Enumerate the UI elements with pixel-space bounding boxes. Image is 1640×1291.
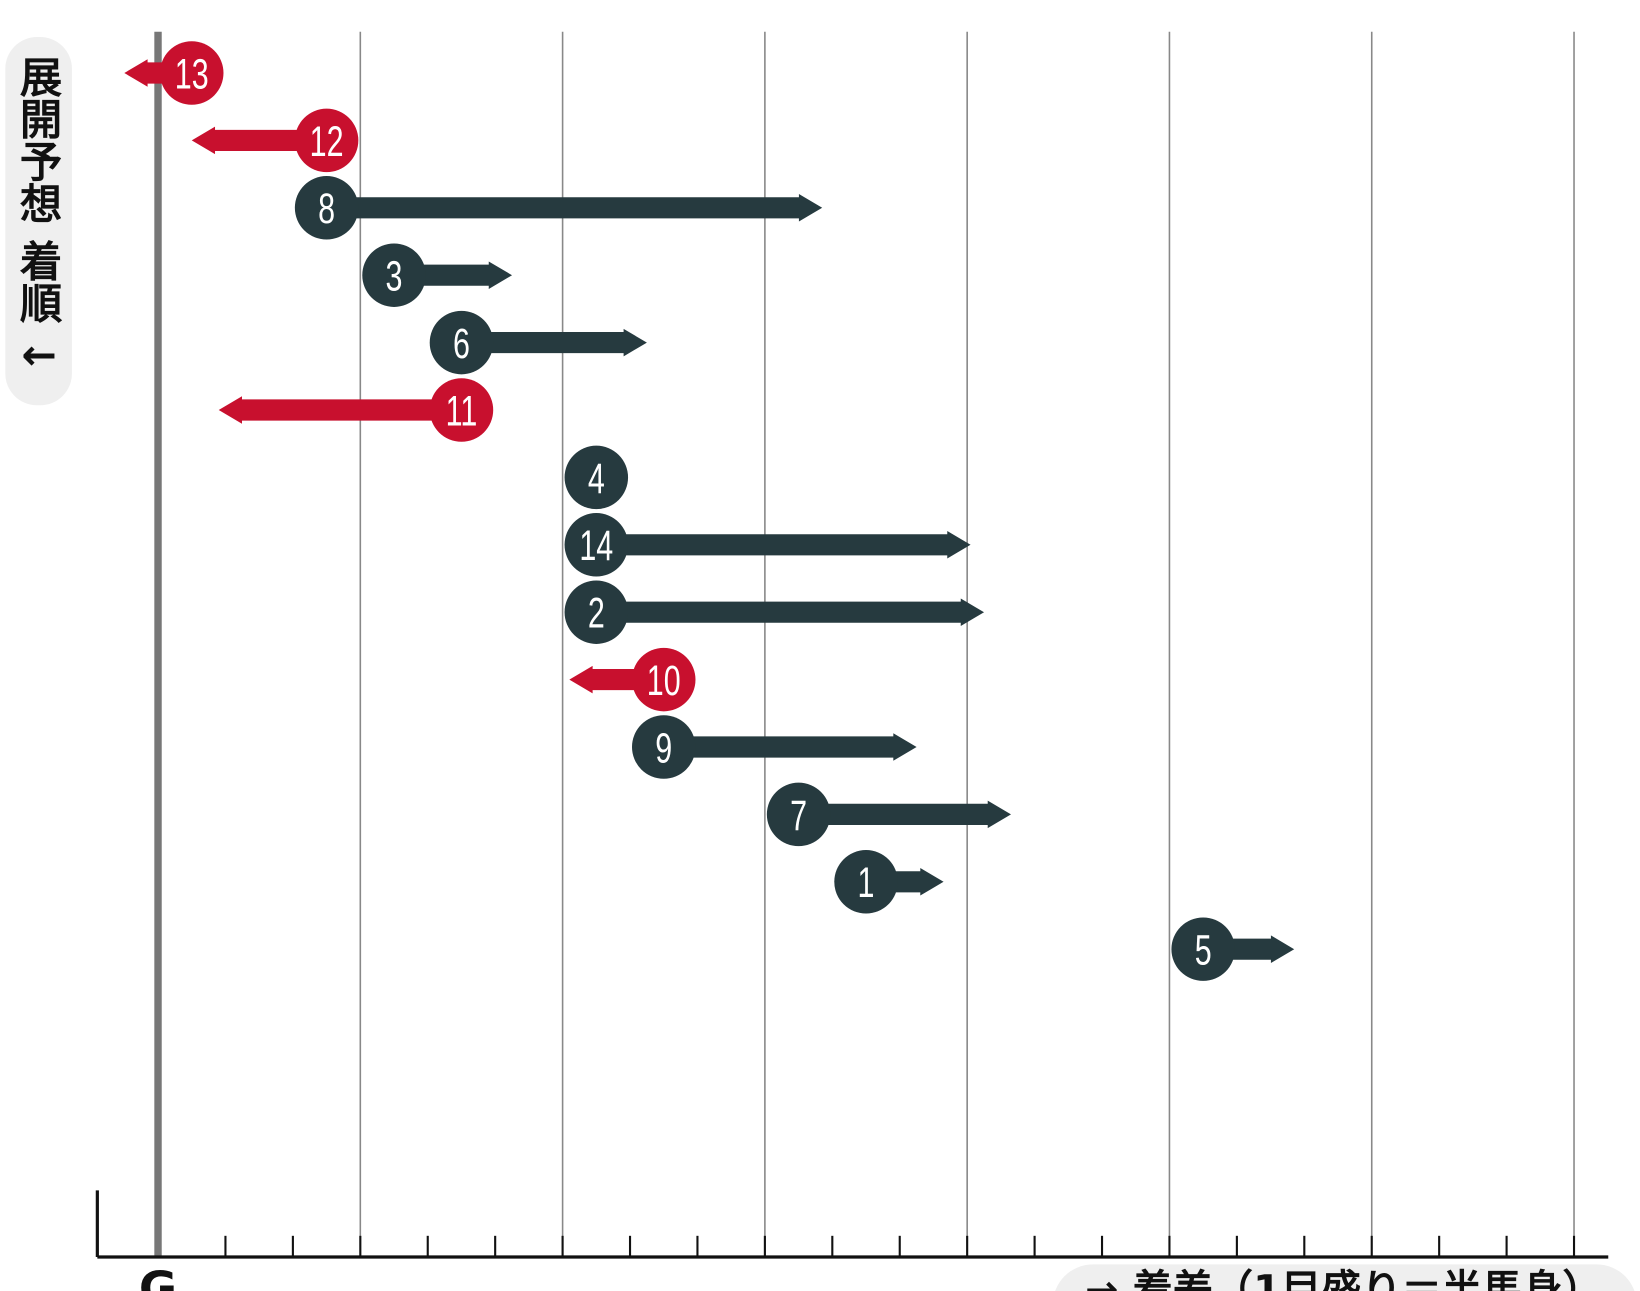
arrow: [218, 396, 462, 424]
origin-label: G: [139, 1262, 177, 1291]
arrow: [596, 598, 985, 626]
arrow: [461, 328, 647, 357]
horse-number: 14: [579, 522, 613, 569]
start-marker: [564, 513, 629, 577]
horse-number: 7: [790, 792, 807, 839]
y-label-box: [5, 37, 72, 406]
x-label-box: [1055, 1264, 1635, 1291]
start-marker: [766, 782, 831, 847]
start-marker: [631, 715, 696, 779]
horse-number: 12: [310, 118, 344, 165]
horse-number: 1: [858, 859, 875, 906]
start-marker: [294, 108, 359, 173]
horse-number: 4: [588, 455, 605, 502]
horse-number: 11: [446, 388, 478, 435]
horse-number: 13: [175, 51, 209, 98]
start-marker: [564, 580, 629, 644]
start-marker: [362, 243, 426, 307]
arrow: [326, 194, 823, 222]
start-marker: [159, 41, 224, 105]
start-marker: [429, 378, 494, 442]
arrow: [596, 531, 971, 559]
horse-number: 3: [386, 253, 403, 300]
start-marker: [564, 445, 629, 510]
start-marker: [429, 310, 494, 375]
start-marker: [834, 850, 898, 914]
arrow: [798, 800, 1011, 829]
horse-number: 8: [318, 185, 335, 232]
horse-number: 5: [1195, 927, 1212, 974]
horse-number: 6: [453, 320, 470, 367]
start-marker: [631, 647, 696, 712]
start-marker: [294, 176, 359, 240]
horse-number: 10: [647, 657, 681, 704]
arrow: [663, 733, 917, 761]
x-label: → 着差（1目盛り＝半馬身）: [1085, 1268, 1603, 1291]
horse-number: 9: [655, 725, 672, 772]
y-label: 展開予想 着順 ↓: [14, 55, 63, 374]
arrow: [191, 126, 327, 155]
start-marker: [1171, 917, 1235, 981]
horse-number: 2: [588, 590, 605, 637]
